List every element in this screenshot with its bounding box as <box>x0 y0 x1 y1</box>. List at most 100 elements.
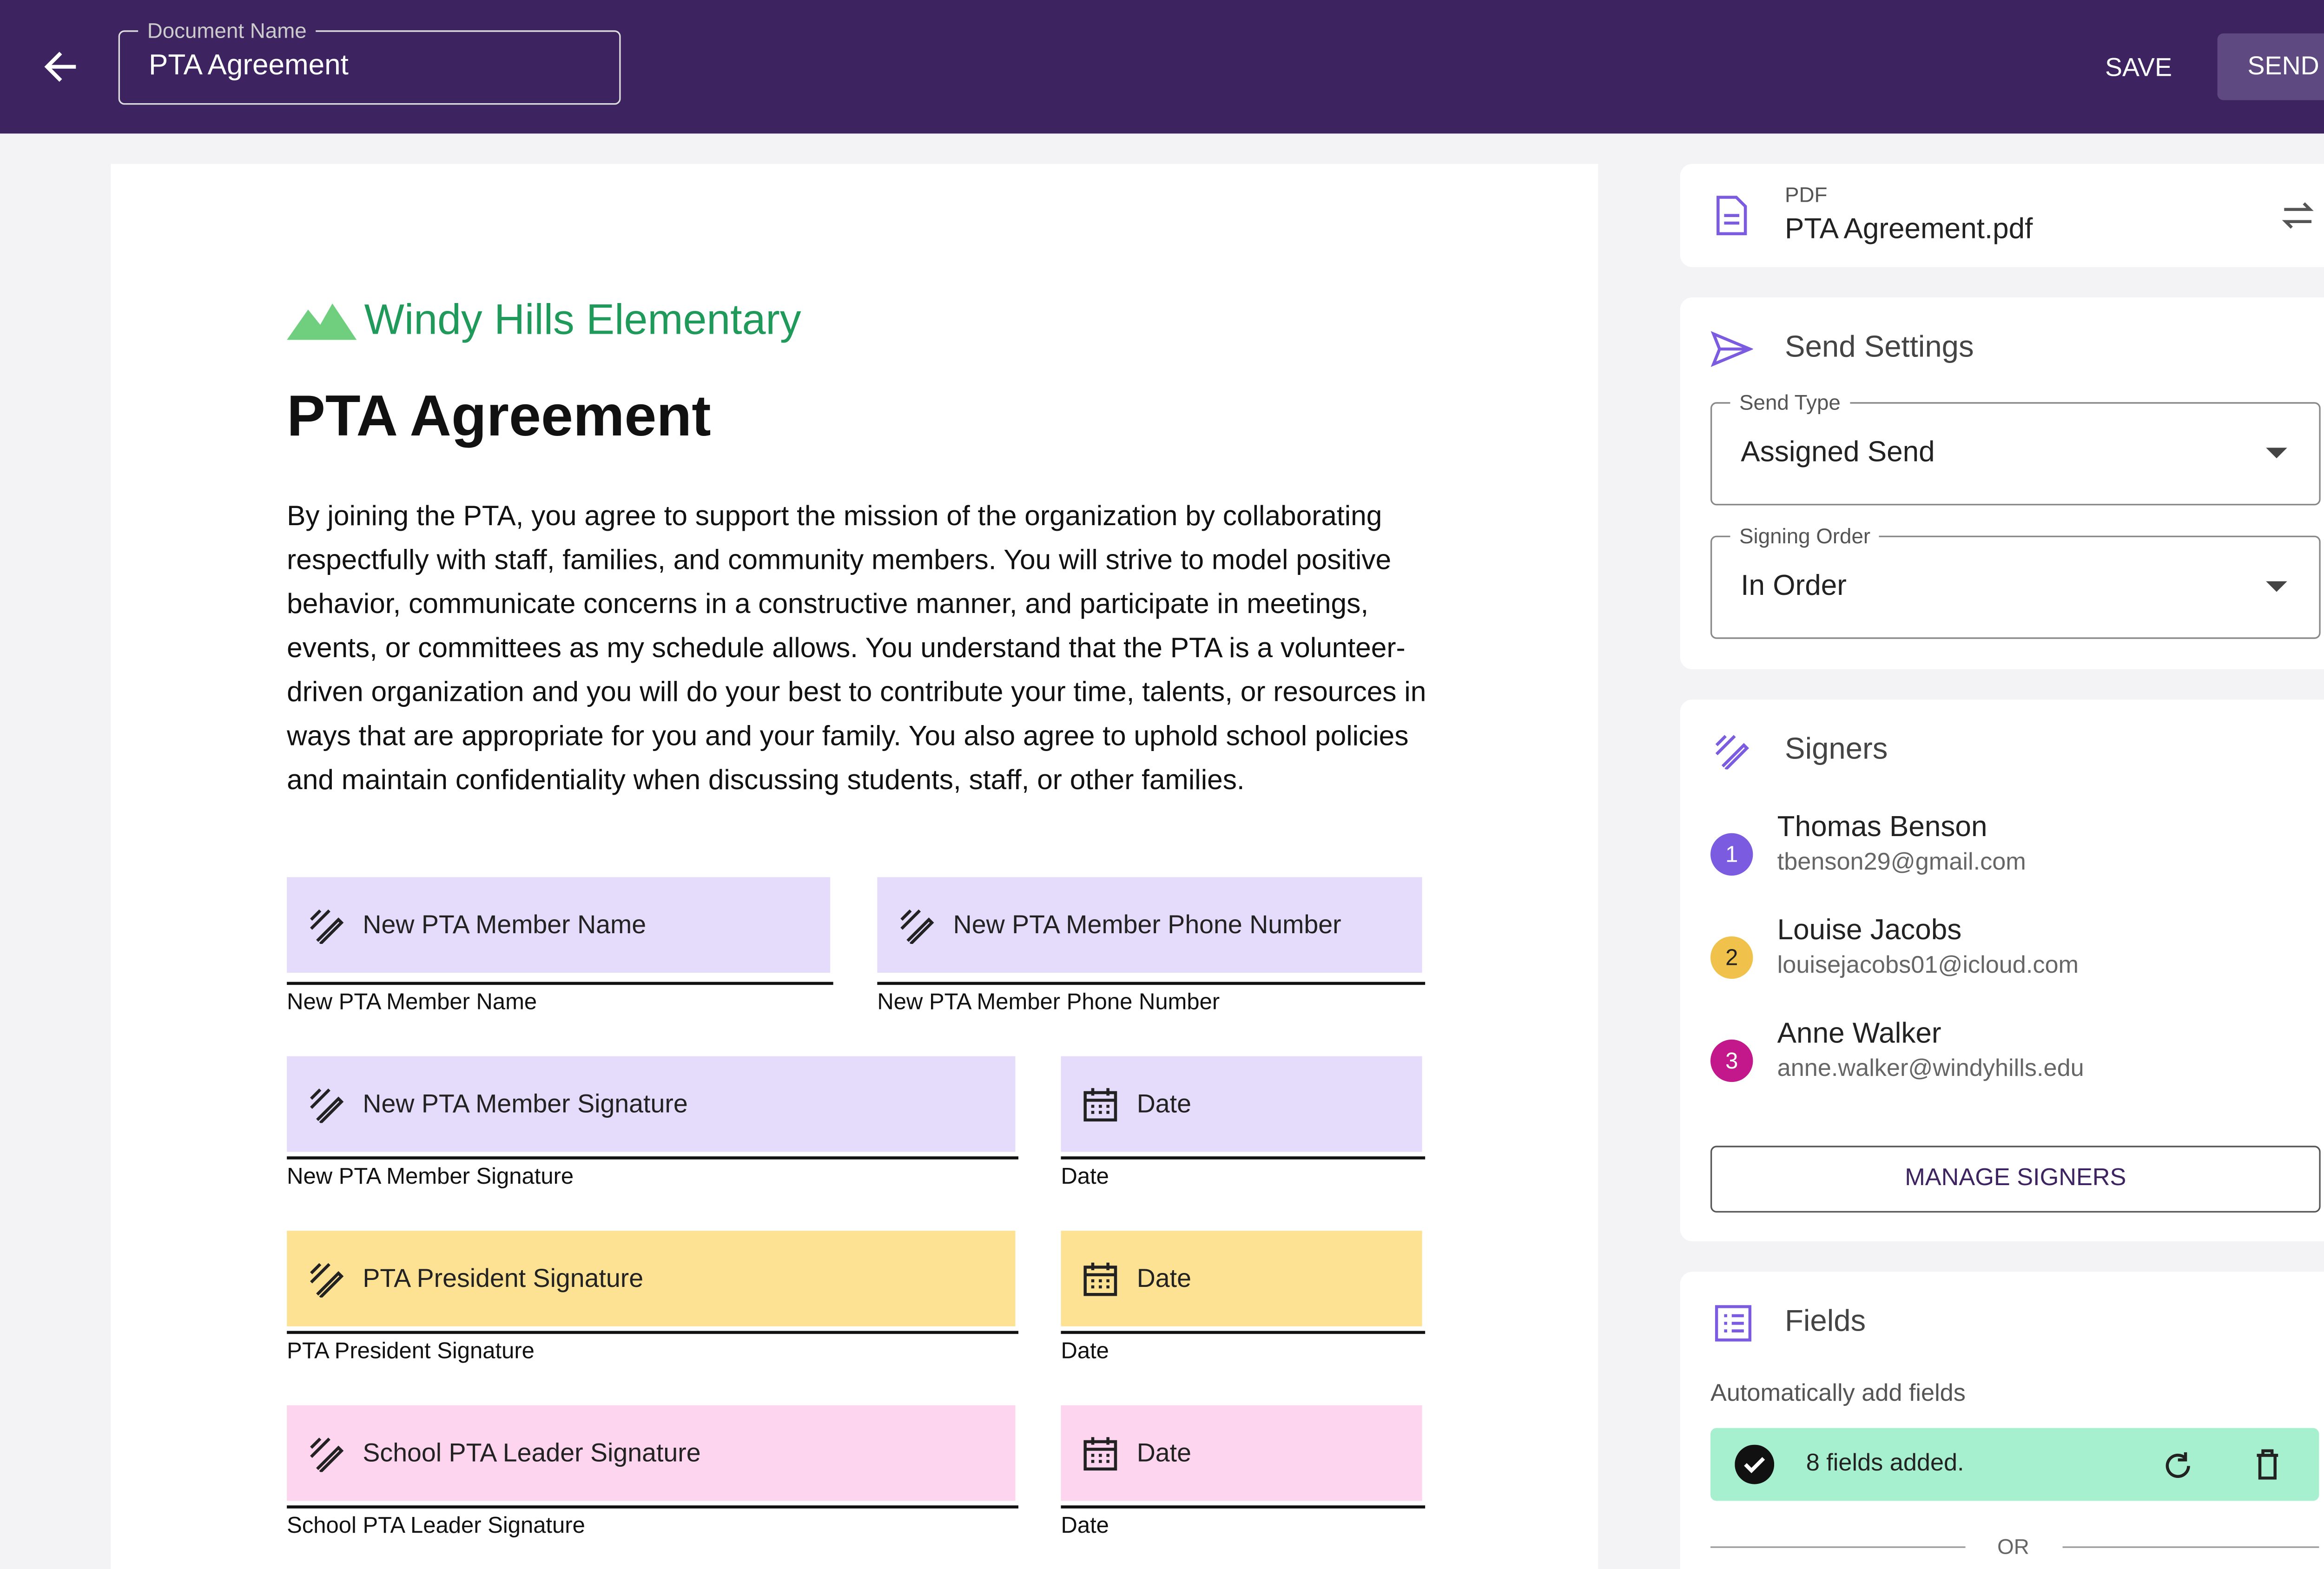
status-text: 8 fields added. <box>1806 1450 1964 1477</box>
select-value: In Order <box>1741 570 1847 603</box>
field-text: Date <box>1136 1088 1192 1118</box>
date-icon <box>1083 1262 1117 1295</box>
top-bar: Document Name PTA Agreement SAVE SEND <box>0 0 2324 134</box>
input-label: Document Name <box>138 18 316 43</box>
field-box[interactable]: Date <box>1061 1056 1422 1152</box>
field-box[interactable]: Date <box>1061 1231 1422 1326</box>
signature-line <box>287 1505 1019 1509</box>
field-text: PTA President Signature <box>363 1263 644 1292</box>
field-text: Date <box>1061 1164 1109 1190</box>
signer-name: Thomas Benson <box>1777 812 1987 845</box>
select-label: Signing Order <box>1730 523 1880 548</box>
field-text: 1 <box>1725 841 1738 868</box>
logo-icon <box>287 303 357 340</box>
field-text: New PTA Member Phone Number <box>953 910 1341 939</box>
field-label: Date <box>1061 1164 1109 1190</box>
send-icon <box>1710 331 1753 367</box>
signing-order-select[interactable]: Signing Order In Order <box>1710 523 2321 639</box>
divider <box>2062 1546 2319 1548</box>
field-text: Date <box>1061 1338 1109 1365</box>
field-label: Date <box>1061 1513 1109 1539</box>
select-label: Send Type <box>1730 390 1850 415</box>
status-banner: 8 fields added. <box>1710 1428 2319 1501</box>
field-label: Date <box>1061 1338 1109 1365</box>
signature-line <box>287 982 833 985</box>
field-box[interactable]: Date <box>1061 1405 1422 1501</box>
field-text: Thomas Benson <box>1777 811 1987 844</box>
field-box[interactable]: New PTA Member Signature <box>287 1056 1016 1152</box>
or-label: OR <box>1997 1534 2029 1559</box>
signer-number: 3 <box>1710 1039 1753 1082</box>
date-icon <box>1083 1087 1117 1121</box>
send-type-select[interactable]: Send Type Assigned Send <box>1710 390 2321 506</box>
field-text: 2 <box>1725 944 1738 971</box>
dropdown-arrow <box>2266 448 2287 459</box>
field-box[interactable]: School PTA Leader Signature <box>287 1405 1016 1501</box>
sign-icon <box>310 1088 344 1122</box>
sign-icon <box>310 909 344 943</box>
field-text: PTA President Signature <box>287 1338 535 1365</box>
field-box[interactable]: New PTA Member Name <box>287 877 831 973</box>
field-text: School PTA Leader Signature <box>287 1513 585 1539</box>
fields-card: Fields Automatically add fields 8 fields… <box>1680 1272 2324 1569</box>
input-value: PTA Agreement <box>149 50 349 82</box>
signer-email: tbenson29@gmail.com <box>1777 850 2026 877</box>
field-text: tbenson29@gmail.com <box>1777 850 2026 876</box>
signer-email: anne.walker@windyhills.edu <box>1777 1056 2084 1084</box>
field-text: Anne Walker <box>1777 1018 1941 1050</box>
back-button[interactable] <box>42 48 79 85</box>
field-box[interactable]: New PTA Member Phone Number <box>877 877 1422 973</box>
signer-email: louisejacobs01@icloud.com <box>1777 953 2079 981</box>
signer-name: Louise Jacobs <box>1777 915 1962 949</box>
replace-button[interactable] <box>2279 197 2316 233</box>
pdf-icon <box>1717 196 1747 236</box>
field-text: Louise Jacobs <box>1777 915 1962 947</box>
field-label: New PTA Member Phone Number <box>877 989 1220 1015</box>
section-title: Send Settings <box>1785 330 1974 364</box>
pdf-file: PTA Agreement.pdf <box>1785 214 2033 246</box>
field-text: New PTA Member Name <box>363 910 647 939</box>
delete-button[interactable] <box>2255 1449 2279 1480</box>
field-text: New PTA Member Phone Number <box>877 989 1220 1015</box>
pdf-label: PDF <box>1785 182 1828 207</box>
signature-line <box>1061 1156 1426 1160</box>
school-name: Windy Hills Elementary <box>364 296 801 343</box>
field-text: anne.walker@windyhills.edu <box>1777 1056 2084 1082</box>
select-value: Assigned Send <box>1741 437 1935 469</box>
document-name-input[interactable]: Document Name PTA Agreement <box>118 18 621 105</box>
sign-icon <box>900 909 934 943</box>
signer-number: 2 <box>1710 936 1753 979</box>
field-text: New PTA Member Signature <box>287 1164 574 1190</box>
signature-line <box>287 1156 1019 1160</box>
redo-button[interactable] <box>2164 1451 2192 1478</box>
field-text: louisejacobs01@icloud.com <box>1777 953 2079 979</box>
save-button[interactable]: SAVE <box>2105 53 2172 82</box>
section-title: Fields <box>1785 1305 1866 1339</box>
auto-label: Automatically add fields <box>1710 1381 1966 1407</box>
manage-signers-button[interactable]: MANAGE SIGNERS <box>1710 1146 2321 1213</box>
field-text: New PTA Member Name <box>287 989 537 1015</box>
document-page: Windy Hills Elementary PTA Agreement By … <box>111 164 1598 1569</box>
field-label: PTA President Signature <box>287 1338 535 1365</box>
field-label: New PTA Member Name <box>287 989 537 1015</box>
signature-line <box>287 1331 1019 1334</box>
send-button[interactable]: SEND <box>2217 33 2324 100</box>
sign-icon <box>310 1437 344 1471</box>
field-label: School PTA Leader Signature <box>287 1513 585 1539</box>
doc-title: PTA Agreement <box>287 385 711 449</box>
field-text: Date <box>1136 1437 1192 1467</box>
field-box[interactable]: PTA President Signature <box>287 1231 1016 1326</box>
field-text: New PTA Member Signature <box>363 1088 688 1118</box>
signer-name: Anne Walker <box>1777 1018 1941 1052</box>
field-text: 3 <box>1725 1048 1738 1074</box>
dropdown-arrow <box>2266 581 2287 592</box>
signers-card: Signers MANAGE SIGNERS 1 Thomas Benson tbe… <box>1680 699 2324 1242</box>
check-icon <box>1735 1444 1775 1484</box>
field-text: Date <box>1136 1263 1192 1292</box>
fields-icon <box>1715 1305 1752 1342</box>
field-text: Date <box>1061 1513 1109 1539</box>
signature-line <box>1061 1505 1426 1509</box>
pdf-card: PDF PTA Agreement.pdf <box>1680 164 2324 267</box>
